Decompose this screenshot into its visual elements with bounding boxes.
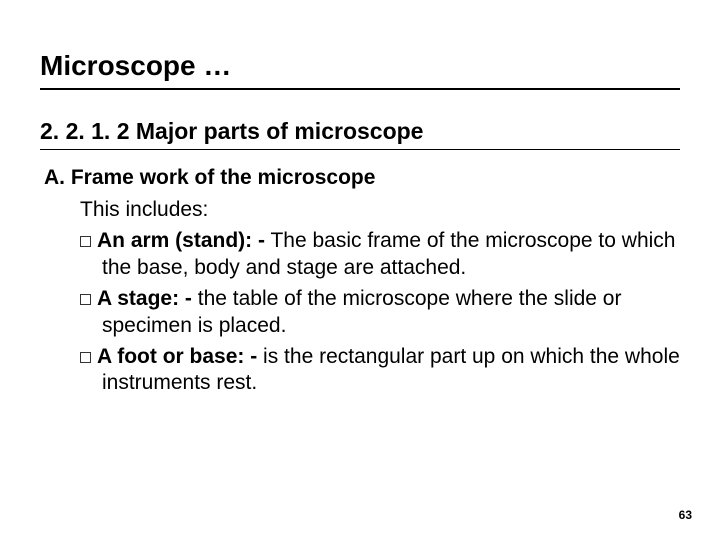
bullet-term: A foot or base: - (97, 345, 257, 368)
slide-container: Microscope … 2. 2. 1. 2 Major parts of m… (0, 0, 720, 540)
section-heading: A. Frame work of the microscope (40, 166, 680, 190)
list-item: An arm (stand): - The basic frame of the… (80, 228, 680, 282)
square-bullet-icon (80, 294, 91, 305)
bullet-term: A stage: - (97, 287, 192, 310)
slide-title: Microscope … (40, 50, 680, 90)
intro-text: This includes: (80, 198, 680, 222)
page-number: 63 (679, 508, 692, 522)
bullet-list: An arm (stand): - The basic frame of the… (80, 228, 680, 397)
square-bullet-icon (80, 352, 91, 363)
list-item: A stage: - the table of the microscope w… (80, 286, 680, 340)
square-bullet-icon (80, 236, 91, 247)
list-item: A foot or base: - is the rectangular par… (80, 344, 680, 398)
slide-subtitle: 2. 2. 1. 2 Major parts of microscope (40, 118, 680, 150)
bullet-term: An arm (stand): - (97, 229, 265, 252)
